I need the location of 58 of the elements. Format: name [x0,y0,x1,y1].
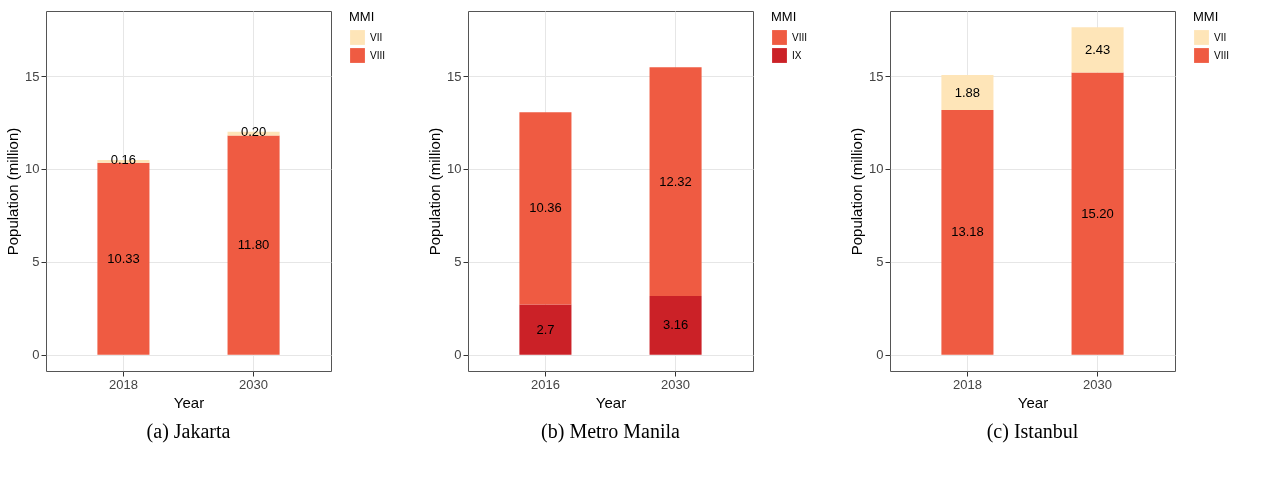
bar [519,304,572,355]
data-label: 12.32 [659,173,692,189]
y-tick-label: 15 [869,68,884,84]
data-label: 15.20 [1081,205,1114,221]
y-tick-label: 0 [454,347,462,363]
x-axis-title: Year [1017,393,1049,411]
bar [649,295,702,355]
bar [649,67,702,296]
data-label: 11.80 [237,237,270,253]
y-tick-label: 0 [32,347,40,363]
x-axis-title: Year [173,393,205,411]
y-axis-title: Population (million) [4,127,22,256]
text: (c) Istanbul [986,420,1079,443]
x-tick-label: 2018 [108,376,138,392]
y-tick-label: 15 [25,68,40,84]
data-label: 2.7 [536,321,555,337]
y-tick-label: 15 [447,68,462,84]
legend-label: VIII [370,49,386,61]
data-label: 10.33 [107,250,140,266]
y-tick-label: 10 [25,161,40,177]
legend-title: MMI [1193,9,1219,24]
legend-label: IX [792,49,802,61]
legend-label: VIII [792,31,808,43]
bar [941,109,994,355]
y-axis-title: Population (million) [848,127,866,256]
bar [519,112,572,305]
y-tick-label: 0 [876,347,884,363]
data-label: 0.16 [110,151,137,167]
bar [941,75,994,110]
y-tick-label: 10 [447,161,462,177]
bar [227,135,280,355]
data-label: 13.18 [951,224,984,240]
text: (a) Jakarta [146,420,231,443]
y-tick-label: 10 [869,161,884,177]
data-label: 1.88 [954,84,981,100]
bar [1071,72,1124,355]
x-tick-label: 2030 [661,376,691,392]
data-label: 2.43 [1084,41,1111,57]
legend-title: MMI [771,9,797,24]
legend-label: VII [1214,31,1227,43]
legend-title: MMI [349,9,375,24]
bar [1071,27,1124,73]
y-axis-title: Population (million) [426,127,444,256]
x-tick-label: 2016 [530,376,560,392]
data-label: 0.20 [240,123,267,139]
legend-label: VII [370,31,383,43]
data-label: 3.16 [662,317,689,333]
y-tick-label: 5 [32,254,40,270]
x-tick-label: 2030 [239,376,269,392]
legend-label: VIII [1214,49,1230,61]
bar [97,162,150,355]
text: (b) Metro Manila [541,420,681,443]
y-tick-label: 5 [454,254,462,270]
x-tick-label: 2030 [1083,376,1113,392]
data-label: 10.36 [529,200,562,216]
x-tick-label: 2018 [952,376,982,392]
x-axis-title: Year [595,393,627,411]
y-tick-label: 5 [876,254,884,270]
